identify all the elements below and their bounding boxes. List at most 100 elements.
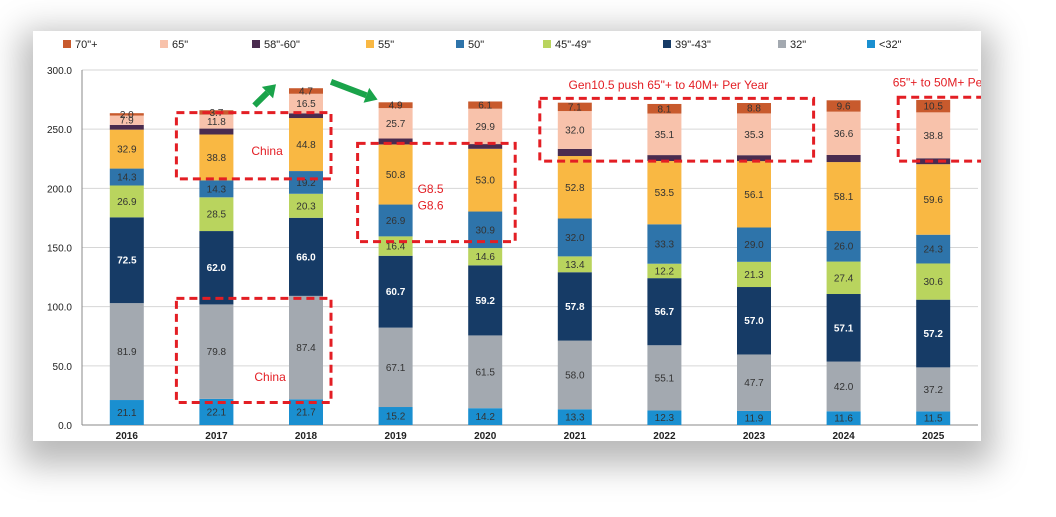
bar-segment (109, 115, 144, 125)
legend-swatch (160, 40, 168, 48)
bar-segment (289, 217, 323, 296)
legend-swatch (543, 40, 551, 48)
bar-segment (109, 400, 144, 425)
legend-label: 58"-60" (264, 39, 300, 51)
data-label: 11.9 (745, 413, 764, 424)
legend-label: 55" (378, 39, 394, 51)
data-label: 44.8 (296, 140, 316, 151)
bar-segment (468, 148, 503, 212)
bar-segment (916, 112, 951, 159)
bar-segment (647, 113, 682, 156)
bar-segment (557, 340, 592, 410)
bar-segment (737, 155, 771, 162)
data-label: 87.4 (296, 343, 316, 354)
bar-segment (199, 304, 234, 399)
bar-segment (289, 93, 323, 114)
bars: 21.1 81.9 72.5 26.9 14.3 32.9 7.92.0 22.1 79.8 62… (109, 87, 951, 425)
bar-segment (109, 185, 144, 218)
legend-swatch (366, 40, 374, 48)
bar-segment (378, 108, 413, 139)
chart-card: 70"+ 65" 58"-60" 55" 50" 45"-49" 39"-43" 32" <32… (33, 31, 981, 441)
bar-segment (199, 114, 234, 129)
data-label: 53.0 (475, 176, 495, 187)
data-label: 33.3 (655, 240, 675, 251)
x-tick-label: 2021 (564, 431, 587, 441)
data-label: 72.5 (117, 256, 137, 267)
bar-segment (916, 367, 951, 412)
bar-segment (378, 102, 413, 109)
data-label: 57.0 (744, 316, 764, 327)
bar-segment (647, 160, 682, 225)
data-label: 36.6 (834, 129, 854, 140)
legend-label: 70"+ (75, 39, 98, 51)
bar-segment (557, 111, 592, 149)
legend-swatch (867, 40, 875, 48)
data-label: 11.8 (207, 117, 226, 128)
bar-segment (916, 99, 951, 113)
data-label: 7.9 (120, 116, 134, 127)
bar-segment (199, 134, 234, 181)
bar-segment (557, 102, 592, 112)
bar-segment (557, 218, 592, 257)
data-label: 59.2 (475, 296, 495, 307)
data-label: 11.6 (834, 414, 853, 425)
bar-segment (557, 409, 592, 425)
bar-segment (468, 265, 503, 336)
g86-label: G8.6 (418, 199, 444, 213)
bar-segment (468, 108, 503, 145)
bar-segment (737, 113, 771, 156)
data-label: 4.7 (299, 87, 313, 98)
bar-segment (378, 138, 413, 145)
g85-label: G8.5 (418, 182, 444, 196)
arrow-head (261, 84, 276, 99)
bar-segment (289, 171, 323, 194)
china-label-upper: China (251, 144, 283, 158)
data-label: 56.1 (744, 190, 764, 201)
bar-segment (826, 230, 861, 262)
bar-segment (737, 227, 771, 262)
bar-segment (826, 411, 861, 425)
bar-segment (378, 204, 413, 237)
bar-segment (737, 261, 771, 288)
gen105-box (538, 96, 816, 163)
bar-segment (289, 295, 323, 400)
legend: 70"+ 65" 58"-60" 55" 50" 45"-49" 39"-43" 32" <32… (63, 39, 902, 51)
bar-segment (289, 113, 323, 119)
x-tick-label: 2025 (922, 431, 945, 441)
data-label: 66.0 (296, 252, 316, 263)
bar-segment (289, 118, 323, 172)
bar-segment (916, 164, 951, 235)
data-label: 14.3 (207, 184, 227, 195)
bar-segment (647, 278, 682, 346)
bar-segment (289, 193, 323, 218)
data-label: 79.8 (207, 347, 227, 358)
bar-segment (737, 103, 771, 114)
data-label: 81.9 (117, 347, 137, 358)
bar-segment (916, 299, 951, 368)
bar-segment (199, 197, 234, 232)
legend-swatch (456, 40, 464, 48)
data-label: 21.3 (744, 270, 764, 281)
data-label: 12.3 (655, 413, 675, 424)
bar-segment (468, 101, 503, 109)
data-label: 26.9 (117, 197, 137, 208)
data-label: 62.0 (207, 263, 227, 274)
arrow-shaft (252, 90, 270, 108)
bar-segment (378, 144, 413, 205)
bar-segment (826, 162, 861, 231)
legend-label: 39"-43" (675, 39, 711, 51)
data-label: 58.0 (565, 370, 585, 381)
data-label: 28.5 (207, 210, 227, 221)
bar-segment (199, 128, 234, 135)
bar-segment (109, 129, 144, 169)
bar-segment (468, 335, 503, 409)
bar-segment (109, 217, 144, 304)
y-tick-label: 200.0 (47, 184, 72, 195)
data-label: 8.1 (657, 104, 671, 115)
bar-segment (826, 261, 861, 295)
data-label: 10.5 (923, 102, 943, 113)
bar-segment (378, 407, 413, 425)
data-label: 61.5 (475, 367, 495, 378)
x-tick-label: 2017 (205, 431, 228, 441)
data-label: 55.1 (655, 373, 675, 384)
